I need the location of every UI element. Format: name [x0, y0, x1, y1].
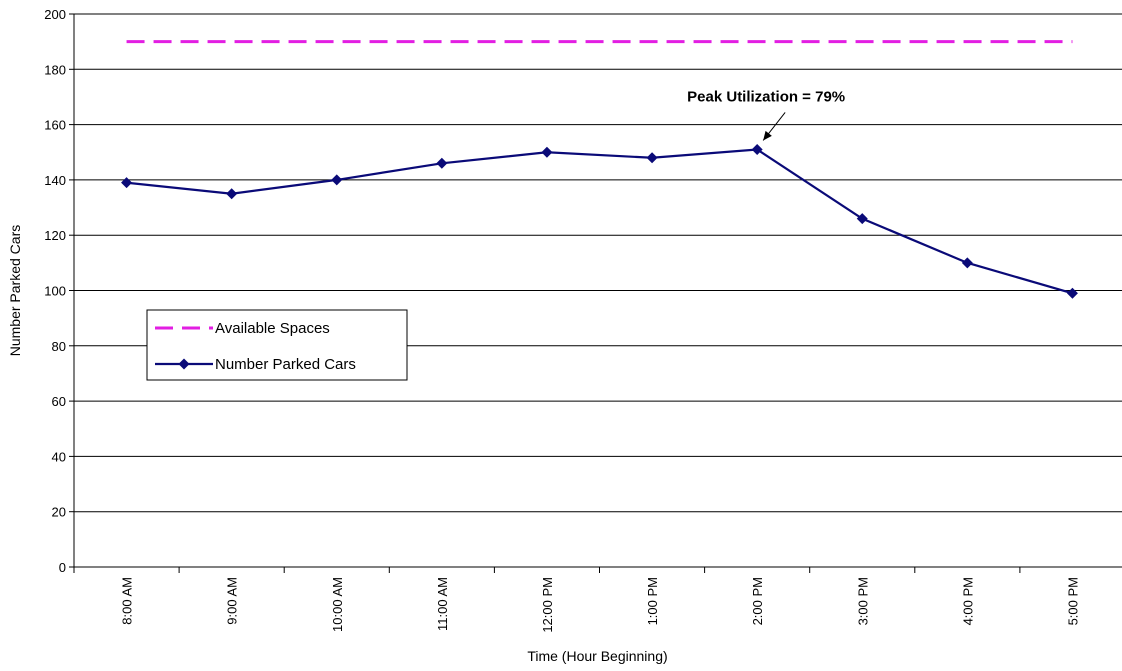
y-tick-label-60: 60 — [52, 394, 66, 409]
x-tick-label-5-00-pm: 5:00 PM — [1065, 577, 1080, 625]
series-line-number-parked-cars — [126, 148, 1073, 295]
annotation-label: Peak Utilization = 79% — [687, 88, 845, 105]
legend: Available Spaces Number Parked Cars — [146, 309, 408, 381]
y-tick-label-80: 80 — [52, 339, 66, 354]
y-axis-title: Number Parked Cars — [7, 225, 23, 357]
series-layer — [121, 40, 1078, 299]
legend-label-available-spaces: Available Spaces — [215, 320, 330, 337]
x-tick-label-3-00-pm: 3:00 PM — [855, 577, 870, 625]
y-tick-label-120: 120 — [44, 228, 66, 243]
x-tick-label-9-00-am: 9:00 AM — [225, 577, 240, 625]
data-point-9-00-am — [226, 188, 238, 200]
y-tick-label-100: 100 — [44, 284, 66, 299]
annotation-arrowhead — [763, 130, 772, 141]
data-point-11-00-am — [436, 157, 448, 169]
y-tick-label-20: 20 — [52, 505, 66, 520]
data-point-10-00-am — [331, 174, 343, 186]
y-tick-label-40: 40 — [52, 449, 66, 464]
x-tick-label-4-00-pm: 4:00 PM — [960, 577, 975, 625]
y-tick-label-0: 0 — [59, 560, 66, 575]
x-tick-label-10-00-am: 10:00 AM — [330, 577, 345, 632]
data-point-5-00-pm — [1066, 287, 1078, 299]
data-point-2-00-pm — [751, 143, 763, 155]
y-tick-label-180: 180 — [44, 62, 66, 77]
legend-label-number-parked-cars: Number Parked Cars — [215, 356, 356, 373]
x-tick-label-11-00-am: 11:00 AM — [435, 577, 450, 631]
legend-marker-number-parked-cars — [178, 358, 190, 370]
data-point-8-00-am — [121, 177, 133, 189]
x-tick-label-1-00-pm: 1:00 PM — [645, 577, 660, 625]
x-tick-label-8-00-am: 8:00 AM — [120, 577, 135, 625]
legend-box — [146, 309, 408, 381]
y-tick-label-140: 140 — [44, 173, 66, 188]
x-tick-label-12-00-pm: 12:00 PM — [540, 577, 555, 633]
y-tick-labels: 0 20 40 60 80 100 120 140 160 180 200 — [44, 7, 66, 575]
x-tick-label-2-00-pm: 2:00 PM — [750, 577, 765, 625]
series-number-parked-cars — [121, 143, 1078, 299]
data-point-1-00-pm — [646, 152, 658, 164]
y-tick-label-160: 160 — [44, 118, 66, 133]
annotation: Peak Utilization = 79% — [687, 88, 845, 141]
x-tick-labels: 8:00 AM 9:00 AM 10:00 AM 11:00 AM 12:00 PM 1:… — [120, 577, 1081, 633]
axes — [69, 13, 1122, 573]
x-axis-title: Time (Hour Beginning) — [527, 648, 667, 664]
data-point-4-00-pm — [961, 257, 973, 269]
y-tick-label-200: 200 — [44, 7, 66, 22]
data-point-12-00-pm — [541, 146, 553, 158]
data-point-3-00-pm — [856, 213, 868, 225]
